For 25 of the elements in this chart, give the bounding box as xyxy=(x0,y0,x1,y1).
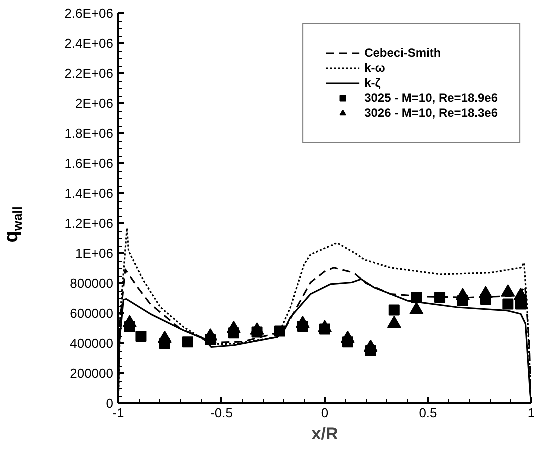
x-tick-label: -1 xyxy=(112,406,124,420)
legend-label: k-ζ xyxy=(364,76,382,90)
y-tick-label: 2.6E+06 xyxy=(64,6,114,21)
y-tick-label: 600000 xyxy=(70,306,114,321)
legend-label: Cebeci-Smith xyxy=(364,46,442,60)
x-axis-title: x/R xyxy=(312,424,338,444)
y-tick-label: 1.4E+06 xyxy=(64,186,114,201)
y-tick-label: 800000 xyxy=(70,276,114,291)
y-tick-label: 1E+06 xyxy=(76,246,114,261)
x-tick-label: 1 xyxy=(528,406,536,420)
y-tick-label: 2.2E+06 xyxy=(64,66,114,81)
legend-label: k-ω xyxy=(364,61,386,75)
y-tick-label: 0 xyxy=(106,396,114,411)
legend-label: 3025 - M=10, Re=18.9e6 xyxy=(364,91,498,105)
x-tick-label: 0.5 xyxy=(419,406,438,420)
y-tick-label: 400000 xyxy=(70,336,114,351)
x-tick-label: 0 xyxy=(321,406,329,420)
y-tick-label: 1.2E+06 xyxy=(64,216,114,231)
y-tick-label: 2.4E+06 xyxy=(64,36,114,51)
x-tick-label: -0.5 xyxy=(210,406,233,420)
y-tick-label: 1.8E+06 xyxy=(64,126,114,141)
y-tick-label: 2E+06 xyxy=(76,96,114,111)
legend-label: 3026 - M=10, Re=18.3e6 xyxy=(364,106,498,120)
y-tick-label: 200000 xyxy=(70,366,114,381)
y-tick-label: 1.6E+06 xyxy=(64,156,114,171)
